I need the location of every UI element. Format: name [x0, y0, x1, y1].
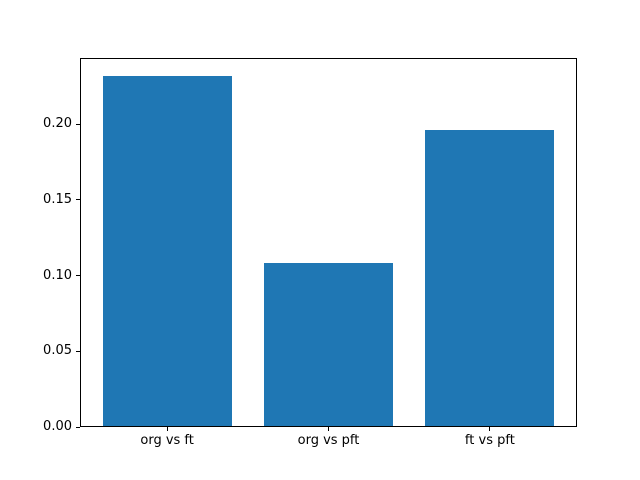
y-tick-mark	[76, 350, 80, 352]
y-tick-label: 0.20	[43, 116, 72, 132]
y-tick-mark	[76, 426, 80, 428]
y-tick-mark	[76, 123, 80, 125]
y-tick-label: 0.05	[43, 343, 72, 359]
bar-1	[263, 263, 394, 427]
x-tick-mark	[166, 427, 168, 431]
y-tick-mark	[76, 275, 80, 277]
y-tick-label: 0.00	[43, 419, 72, 434]
bar-2	[425, 130, 555, 427]
y-tick-label: 0.10	[43, 267, 72, 283]
x-tick-label: org vs pft	[297, 433, 360, 448]
x-tick-mark	[328, 427, 329, 431]
x-tick-label: org vs ft	[140, 433, 194, 448]
x-tick-label: ft vs pft	[464, 433, 515, 448]
x-tick-mark	[489, 427, 491, 431]
bar-0	[102, 75, 232, 427]
y-tick-label: 0.15	[43, 191, 72, 207]
y-tick-mark	[76, 199, 80, 201]
